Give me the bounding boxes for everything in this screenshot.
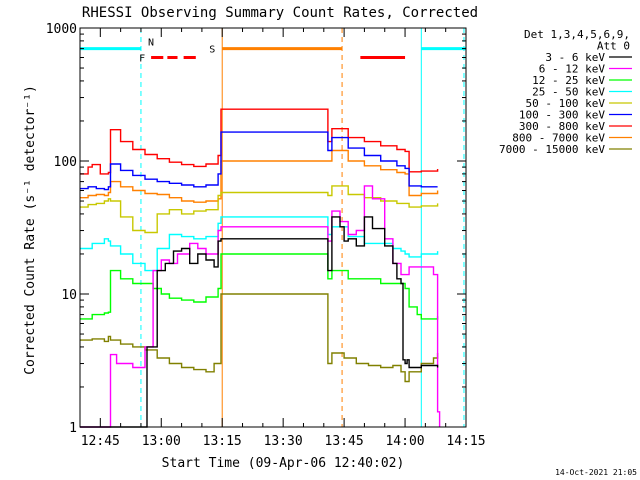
legend-label-4: 50 - 100 keV (526, 97, 606, 110)
series-line-300-to-800keV (80, 108, 439, 175)
x-tick-label-4: 13:45 (325, 434, 364, 449)
legend-label-6: 300 - 800 keV (519, 120, 605, 133)
legend-label-1: 6 - 12 keV (539, 63, 606, 76)
series-line-100-to-300keV (80, 131, 438, 191)
legend-label-2: 12 - 25 keV (532, 74, 605, 87)
x-axis-label: Start Time (09-Apr-06 12:40:02) (162, 456, 405, 471)
chart-title: RHESSI Observing Summary Count Rates, Co… (82, 5, 478, 21)
legend-label-7: 800 - 7000 keV (512, 132, 605, 145)
x-tick-label-6: 14:15 (446, 434, 485, 449)
legend-label-5: 100 - 300 keV (519, 109, 605, 122)
plot-frame (79, 27, 467, 428)
series-line-800-to-7000keV (80, 149, 439, 203)
flare-label: F (139, 54, 145, 65)
legend-header-0: Det 1,3,4,5,6,9, (524, 28, 630, 41)
y-tick-label-0: 1 (69, 421, 77, 436)
series-line-6-to-12keV (80, 185, 441, 428)
series-line-7000-to-15000keV (80, 293, 439, 383)
legend-header-1: Att 0 (597, 40, 630, 53)
series-line-25-to-50keV (80, 216, 439, 272)
y-tick-label-1: 10 (61, 288, 77, 303)
series-line-3-to-6keV (80, 216, 439, 428)
series-layer (80, 108, 441, 428)
timestamp: 14-Oct-2021 21:05 (555, 468, 637, 477)
legend-label-8: 7000 - 15000 keV (499, 143, 605, 156)
y-tick-label-3: 1000 (46, 22, 77, 37)
axis-layer: 12:45 13:00 13:15 13:30 13:45 14:00 14:15 1 10 10… (46, 22, 486, 449)
series-line-12-to-25keV (80, 253, 439, 320)
x-tick-label-3: 13:30 (264, 434, 303, 449)
x-tick-label-2: 13:15 (203, 434, 242, 449)
night-label: N (148, 38, 154, 49)
x-tick-label-0: 12:45 (81, 434, 120, 449)
y-axis-label: Corrected Count Rate (s⁻¹ detector⁻¹) (23, 85, 38, 375)
legend-label-0: 3 - 6 keV (545, 51, 605, 64)
x-tick-label-5: 14:00 (385, 434, 424, 449)
legend-label-3: 25 - 50 keV (532, 86, 605, 99)
y-tick-label-2: 100 (54, 155, 77, 170)
saa-label: S (209, 45, 215, 56)
series-line-50-to-100keV (80, 185, 439, 234)
x-tick-label-1: 13:00 (142, 434, 181, 449)
